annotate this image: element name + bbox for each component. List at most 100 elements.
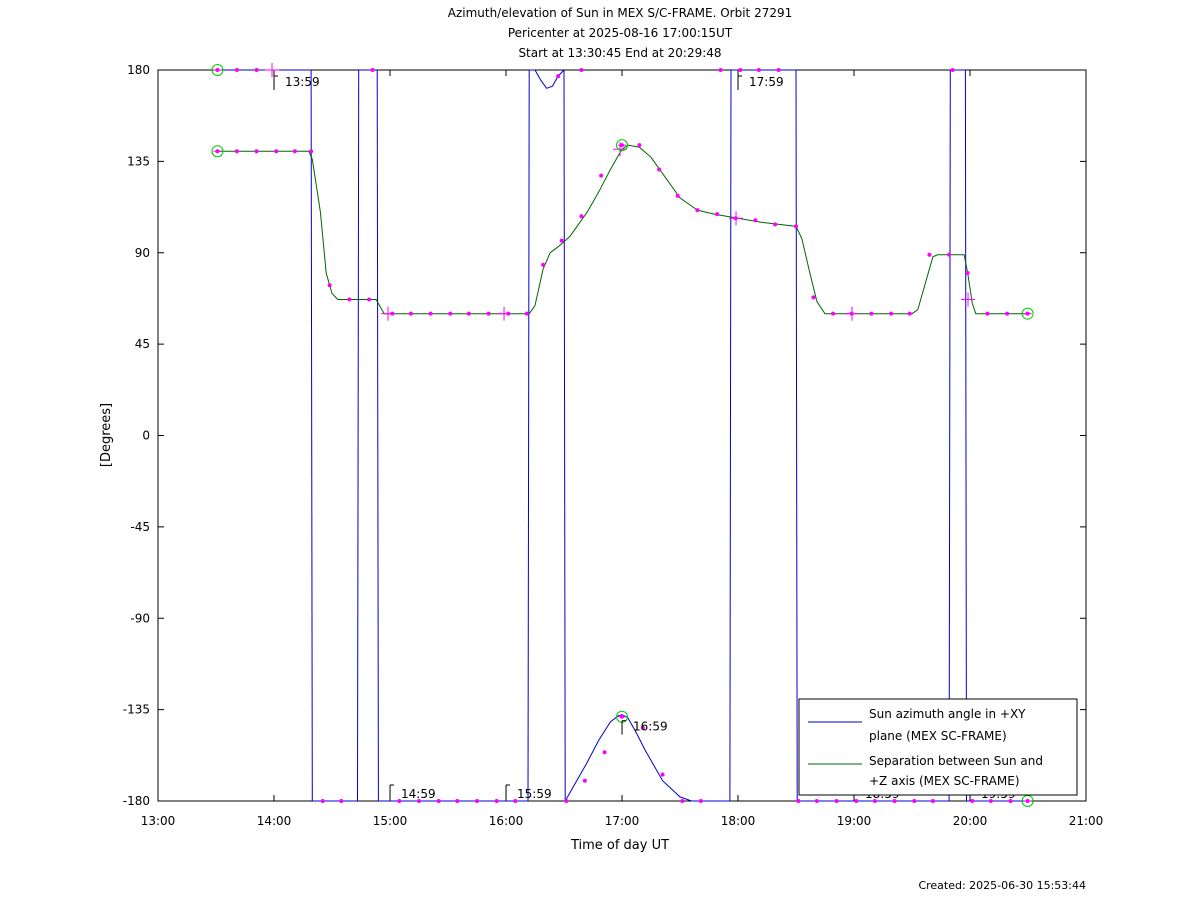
azimuth-sample-point [513, 799, 518, 803]
y-tick-label: -180 [123, 794, 150, 808]
azimuth-line [529, 69, 565, 89]
separation-sample-point [309, 149, 314, 154]
azimuth-line [310, 69, 313, 802]
azimuth-sample-point [455, 799, 460, 803]
azimuth-sample-point [564, 799, 569, 803]
separation-sample-point [579, 214, 584, 219]
separation-sample-point [541, 262, 546, 267]
separation-sample-point [408, 311, 413, 316]
azimuth-sample-point [1008, 799, 1013, 803]
hour-marker-label: 17:59 [749, 75, 784, 89]
chart-title: Azimuth/elevation of Sun in MEX S/C-FRAM… [448, 6, 793, 60]
separation-sample-point [695, 208, 700, 213]
separation-sample-point [831, 311, 836, 316]
separation-sample-point [524, 311, 529, 316]
y-tick-label: 135 [127, 154, 150, 168]
y-tick-label: -90 [130, 611, 150, 625]
separation-sample-point [327, 283, 332, 288]
legend-azimuth-line-1: Sun azimuth angle in +XY [869, 707, 1026, 721]
separation-sample-point [907, 311, 912, 316]
azimuth-sample-point [680, 799, 685, 803]
azimuth-sample-point [776, 68, 781, 72]
endpoint-circle-marker [616, 139, 628, 152]
x-tick-label: 14:00 [257, 814, 292, 828]
azimuth-sample-point [660, 772, 665, 777]
azimuth-line [527, 69, 530, 802]
x-tick-label: 18:00 [721, 814, 756, 828]
azimuth-sample-point [718, 68, 723, 72]
y-tick-label: 90 [135, 246, 150, 260]
y-tick-label: 180 [127, 63, 150, 77]
azimuth-sample-point [579, 68, 584, 72]
separation-sample-point [1005, 311, 1010, 316]
separation-sample-point [773, 222, 778, 227]
azimuth-line [964, 69, 967, 802]
separation-sample-point [869, 311, 874, 316]
legend: Sun azimuth angle in +XY plane (MEX SC-F… [798, 698, 1078, 796]
separation-sample-point [254, 149, 259, 154]
y-tick-label: 0 [142, 429, 150, 443]
hour-marker-label: 15:59 [517, 787, 552, 801]
separation-sample-point [347, 297, 352, 302]
azimuth-sample-point [892, 799, 897, 803]
azimuth-sample-point [370, 68, 375, 72]
separation-sample-point [292, 149, 297, 154]
x-tick-label: 13:00 [141, 814, 176, 828]
azimuth-line [564, 714, 730, 802]
series-layer [217, 69, 1028, 802]
x-tick-label: 15:00 [373, 814, 408, 828]
x-tick-label: 21:00 [1069, 814, 1104, 828]
separation-sample-point [657, 167, 662, 172]
azimuth-sample-point [339, 799, 344, 803]
azimuth-sample-point [640, 725, 645, 730]
separation-line [217, 144, 1028, 315]
x-tick-label: 16:00 [489, 814, 524, 828]
azimuth-sample-point [556, 74, 561, 79]
azimuth-sample-point [436, 799, 441, 803]
separation-sample-point [559, 238, 564, 243]
y-tick-label: 45 [135, 337, 150, 351]
plot-frame [157, 69, 1087, 802]
separation-sample-point [448, 311, 453, 316]
separation-sample-point [675, 193, 680, 198]
separation-sample-point [753, 218, 758, 223]
azimuth-line [795, 69, 798, 802]
azimuth-sample-point [475, 799, 479, 803]
azimuth-sample-point [912, 799, 917, 803]
legend-separation-line-1: Separation between Sun and [869, 754, 1043, 768]
separation-sample-point [637, 143, 642, 148]
azimuth-sample-point [738, 68, 743, 72]
separation-sample-point [234, 149, 239, 154]
separation-sample-point [486, 311, 491, 316]
azimuth-sample-point [320, 799, 325, 803]
hour-marker-label: 16:59 [633, 720, 668, 734]
azimuth-sample-point [950, 68, 955, 72]
azimuth-line [563, 69, 566, 802]
azimuth-line [729, 69, 732, 802]
separation-sample-point [965, 271, 970, 276]
separation-sample-point [927, 252, 932, 257]
separation-sample-point [428, 311, 433, 316]
separation-sample-point [715, 212, 720, 217]
azimuth-sample-point [872, 799, 877, 803]
created-timestamp: Created: 2025-06-30 15:53:44 [918, 879, 1086, 892]
title-line-1: Azimuth/elevation of Sun in MEX S/C-FRAM… [448, 6, 793, 20]
hour-marker-label: 13:59 [285, 75, 320, 89]
azimuth-sample-point [796, 799, 801, 803]
endpoint-circle-marker [211, 145, 224, 158]
separation-sample-point [947, 252, 952, 257]
azimuth-sample-point [970, 799, 975, 803]
azimuth-sample-point [814, 799, 819, 803]
azimuth-sample-point [397, 799, 402, 803]
azimuth-sample-point [756, 68, 761, 72]
hour-marker-label: 14:59 [401, 787, 436, 801]
y-tick-label: -45 [130, 520, 150, 534]
azimuth-sample-point [698, 799, 703, 803]
x-tick-label: 20:00 [953, 814, 988, 828]
separation-sample-point [274, 149, 279, 154]
x-tick-label: 19:00 [837, 814, 872, 828]
x-tick-label: 17:00 [605, 814, 640, 828]
y-axis-label: [Degrees] [99, 403, 114, 467]
